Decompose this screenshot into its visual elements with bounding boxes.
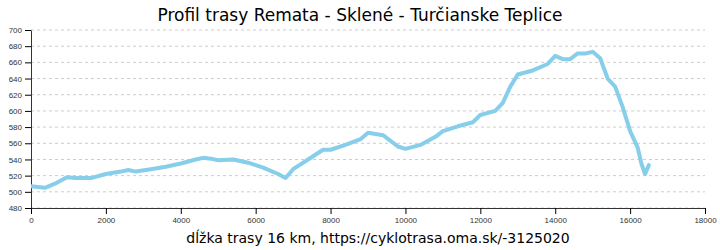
x-tick-mark [331, 208, 332, 214]
y-axis-line [31, 31, 32, 209]
y-tick-mark [25, 176, 31, 177]
y-tick-mark [25, 127, 31, 128]
x-tick-mark [106, 208, 107, 214]
x-tick-label: 12000 [470, 216, 493, 225]
y-tick-label: 620 [9, 91, 23, 100]
grid-line [31, 175, 705, 176]
y-tick-mark [25, 159, 31, 160]
y-tick-label: 660 [9, 58, 23, 67]
grid [31, 30, 705, 208]
y-tick: 500 [9, 188, 31, 197]
y-tick-label: 700 [9, 26, 23, 35]
plot-area [31, 52, 649, 188]
grid-line [31, 78, 705, 79]
y-tick-mark [25, 192, 31, 193]
x-tick: 10000 [395, 208, 418, 225]
grid-line [31, 143, 705, 144]
x-tick: 16000 [619, 208, 642, 225]
x-tick: 6000 [247, 208, 265, 225]
y-tick-label: 540 [9, 156, 23, 165]
y-tick: 600 [9, 107, 31, 116]
y-tick-label: 480 [9, 204, 23, 213]
x-tick-mark [256, 208, 257, 214]
x-tick-mark [31, 208, 32, 214]
x-tick-mark [705, 208, 706, 214]
y-tick: 640 [9, 75, 31, 84]
y-tick: 560 [9, 139, 31, 148]
title: Profil trasy Remata - Sklené - Turčiansk… [157, 5, 562, 25]
y-tick-mark [25, 95, 31, 96]
y-tick-mark [25, 62, 31, 63]
grid-line [31, 127, 705, 128]
x-tick-label: 2000 [97, 216, 115, 225]
x-tick-label: 16000 [619, 216, 642, 225]
grid-line [31, 159, 705, 160]
y-tick: 680 [9, 42, 31, 51]
grid-line [31, 94, 705, 95]
x-tick-label: 18000 [694, 216, 717, 225]
y-tick-mark [25, 111, 31, 112]
x-tick: 0 [29, 208, 34, 225]
x-tick-label: 6000 [247, 216, 265, 225]
grid-line [31, 46, 705, 47]
y-tick: 620 [9, 91, 31, 100]
x-tick-mark [181, 208, 182, 214]
y-tick-mark [25, 143, 31, 144]
chart: 0 2000 4000 6000 8000 10000 12000 14000 16000 180… [0, 0, 720, 250]
x-tick-label: 4000 [172, 216, 190, 225]
grid-line [31, 30, 705, 31]
grid-line [31, 110, 705, 111]
x-tick-mark [555, 208, 556, 214]
y-tick: 700 [9, 26, 31, 35]
x-axis: 0 2000 4000 6000 8000 10000 12000 14000 16000 180… [29, 208, 717, 225]
y-tick-mark [25, 46, 31, 47]
x-tick: 2000 [97, 208, 115, 225]
elevation-line [31, 52, 649, 188]
x-axis-title: dĺžka trasy 16 km, https://cyklotrasa.om… [186, 229, 569, 246]
y-tick-label: 680 [9, 42, 23, 51]
y-axis: 480 500 520 540 560 580 600 620 640 660 680 700 [9, 26, 32, 213]
y-tick-label: 640 [9, 75, 23, 84]
x-tick-label: 8000 [322, 216, 340, 225]
y-tick: 580 [9, 123, 31, 132]
y-tick-label: 520 [9, 172, 23, 181]
y-tick: 660 [9, 58, 31, 67]
y-tick-mark [25, 79, 31, 80]
x-tick-mark [405, 208, 406, 214]
y-tick-mark [25, 208, 31, 209]
x-tick-mark [630, 208, 631, 214]
x-tick: 14000 [545, 208, 568, 225]
x-tick-label: 0 [29, 216, 34, 225]
x-axis-line [32, 208, 706, 209]
x-tick: 12000 [470, 208, 493, 225]
y-tick: 480 [9, 204, 31, 213]
y-tick: 540 [9, 156, 31, 165]
y-tick-label: 500 [9, 188, 23, 197]
y-tick: 520 [9, 172, 31, 181]
y-tick-label: 580 [9, 123, 23, 132]
x-tick: 8000 [322, 208, 340, 225]
x-tick-label: 14000 [545, 216, 568, 225]
grid-line [31, 208, 705, 209]
y-tick-mark [25, 30, 31, 31]
y-tick-label: 600 [9, 107, 23, 116]
x-tick-label: 10000 [395, 216, 418, 225]
x-tick: 18000 [694, 208, 717, 225]
y-tick-label: 560 [9, 139, 23, 148]
grid-line [31, 191, 705, 192]
x-tick: 4000 [172, 208, 190, 225]
x-tick-mark [480, 208, 481, 214]
